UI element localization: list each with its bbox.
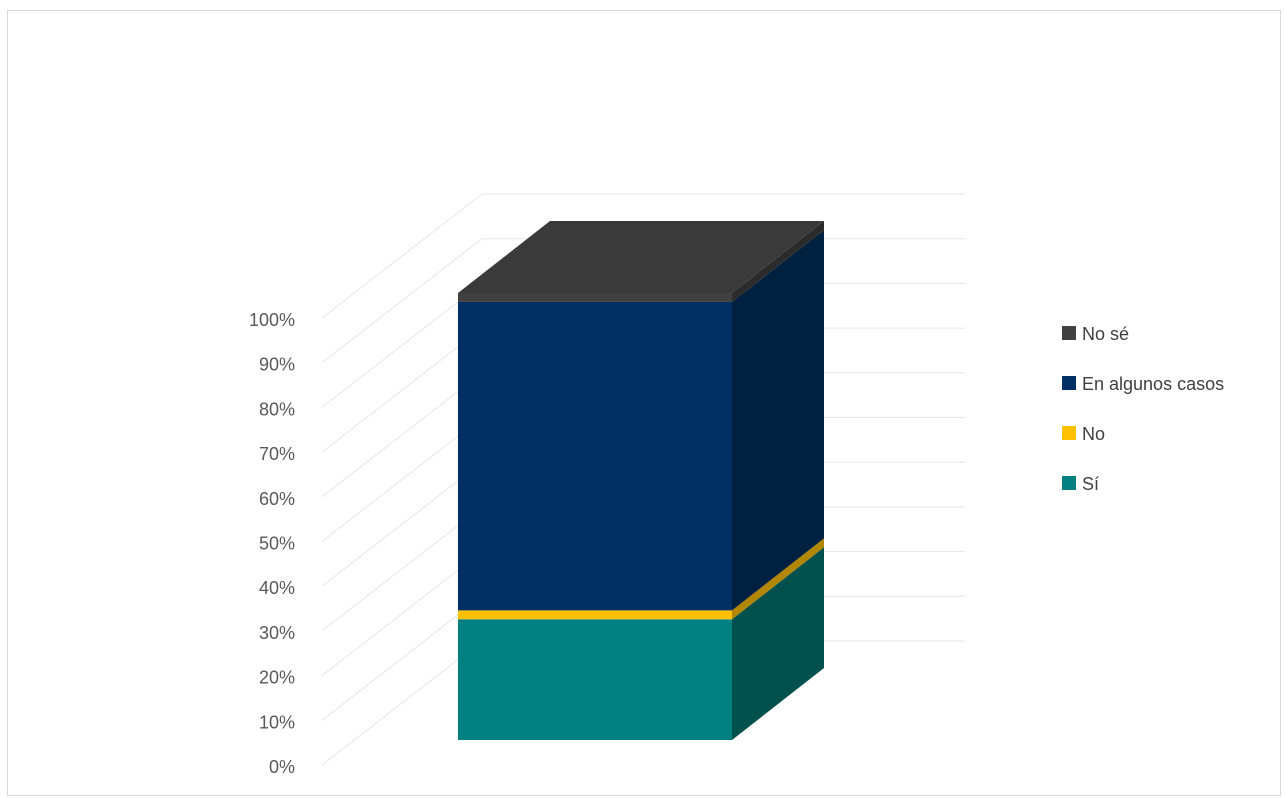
y-tick-label: 30% <box>259 623 295 643</box>
gridline-side <box>321 506 483 632</box>
y-tick-label: 0% <box>269 757 295 777</box>
y-tick-label: 20% <box>259 668 295 688</box>
bar-side-face <box>732 547 824 740</box>
gridline-side <box>321 193 483 319</box>
legend-swatch <box>1062 376 1076 390</box>
y-tick-label: 70% <box>259 444 295 464</box>
bar-side-face <box>732 221 824 302</box>
legend-item: No sé <box>1062 324 1129 344</box>
gridline-side <box>321 595 483 721</box>
bar-segment-sí <box>458 547 824 740</box>
gridline-side <box>321 372 483 498</box>
legend-swatch <box>1062 426 1076 440</box>
y-tick-label: 50% <box>259 534 295 554</box>
gridline-side <box>321 327 483 453</box>
y-tick-label: 10% <box>259 712 295 732</box>
y-tick-label: 60% <box>259 489 295 509</box>
legend-item: No <box>1062 424 1105 444</box>
bar-front-face <box>458 619 732 740</box>
gridline-side <box>321 417 483 542</box>
y-tick-label: 100% <box>249 310 295 330</box>
legend-swatch <box>1062 326 1076 340</box>
bar-segment-no <box>458 538 824 620</box>
legend-item: Sí <box>1062 474 1099 494</box>
y-tick-label: 90% <box>259 355 295 375</box>
bar-front-face <box>458 610 732 620</box>
bar-top-face <box>458 221 824 293</box>
legend-item: En algunos casos <box>1062 374 1224 394</box>
legend-label: Sí <box>1082 474 1099 494</box>
legend-label: En algunos casos <box>1082 374 1224 394</box>
bar-segment-en-algunos-casos <box>458 229 824 611</box>
y-axis: 0% 10% 20% 30% 40% 50% 60% 70% 80% 90% 100% <box>249 310 295 777</box>
bar-stack <box>458 221 824 740</box>
gridline-side <box>321 283 483 408</box>
legend-label: No <box>1082 424 1105 444</box>
bar-front-face <box>458 301 732 611</box>
y-tick-label: 80% <box>259 399 295 419</box>
gridline-side <box>321 640 483 766</box>
legend-label: No sé <box>1082 324 1129 344</box>
legend-swatch <box>1062 476 1076 490</box>
gridline-side <box>321 461 483 587</box>
bar-side-face <box>732 538 824 620</box>
bar-front-face <box>458 293 732 302</box>
gridline-side <box>321 551 483 676</box>
y-tick-label: 40% <box>259 578 295 598</box>
legend: No sé En algunos casos No Sí <box>1062 324 1224 494</box>
bar-segment-no-sé <box>458 221 824 302</box>
bar-side-face <box>732 229 824 611</box>
gridline-side <box>321 238 483 364</box>
